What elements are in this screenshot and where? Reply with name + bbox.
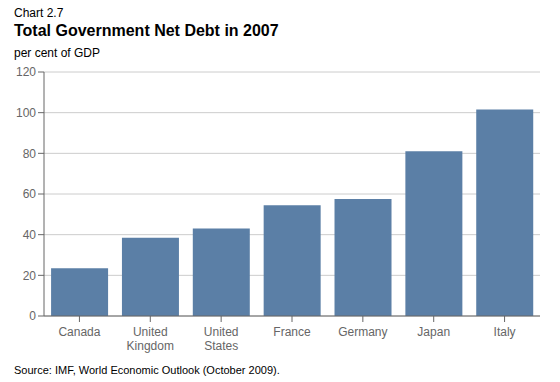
svg-text:Germany: Germany bbox=[338, 325, 387, 339]
svg-text:0: 0 bbox=[29, 309, 36, 323]
svg-text:Canada: Canada bbox=[58, 325, 100, 339]
svg-text:UnitedKingdom: UnitedKingdom bbox=[127, 325, 174, 353]
html-text:Source: IMF, World Economic Ou: Source: IMF, World Economic Outlook (Oct… bbox=[14, 364, 280, 376]
svg-text:40: 40 bbox=[23, 228, 37, 242]
svg-text:120: 120 bbox=[16, 65, 36, 79]
svg-text:100: 100 bbox=[16, 106, 36, 120]
html-text:per cent of GDP: per cent of GDP bbox=[14, 46, 100, 60]
html-text:Total Government Net Debt in 2: Total Government Net Debt in 2007 bbox=[14, 22, 279, 39]
svg-text:France: France bbox=[273, 325, 311, 339]
svg-text:80: 80 bbox=[23, 147, 37, 161]
svg-text:Japan: Japan bbox=[417, 325, 450, 339]
html-text:Chart 2.7: Chart 2.7 bbox=[14, 6, 64, 20]
svg-text:Italy: Italy bbox=[494, 325, 516, 339]
svg-text:20: 20 bbox=[23, 269, 37, 283]
svg-text:60: 60 bbox=[23, 187, 37, 201]
svg-text:UnitedStates: UnitedStates bbox=[204, 325, 239, 353]
